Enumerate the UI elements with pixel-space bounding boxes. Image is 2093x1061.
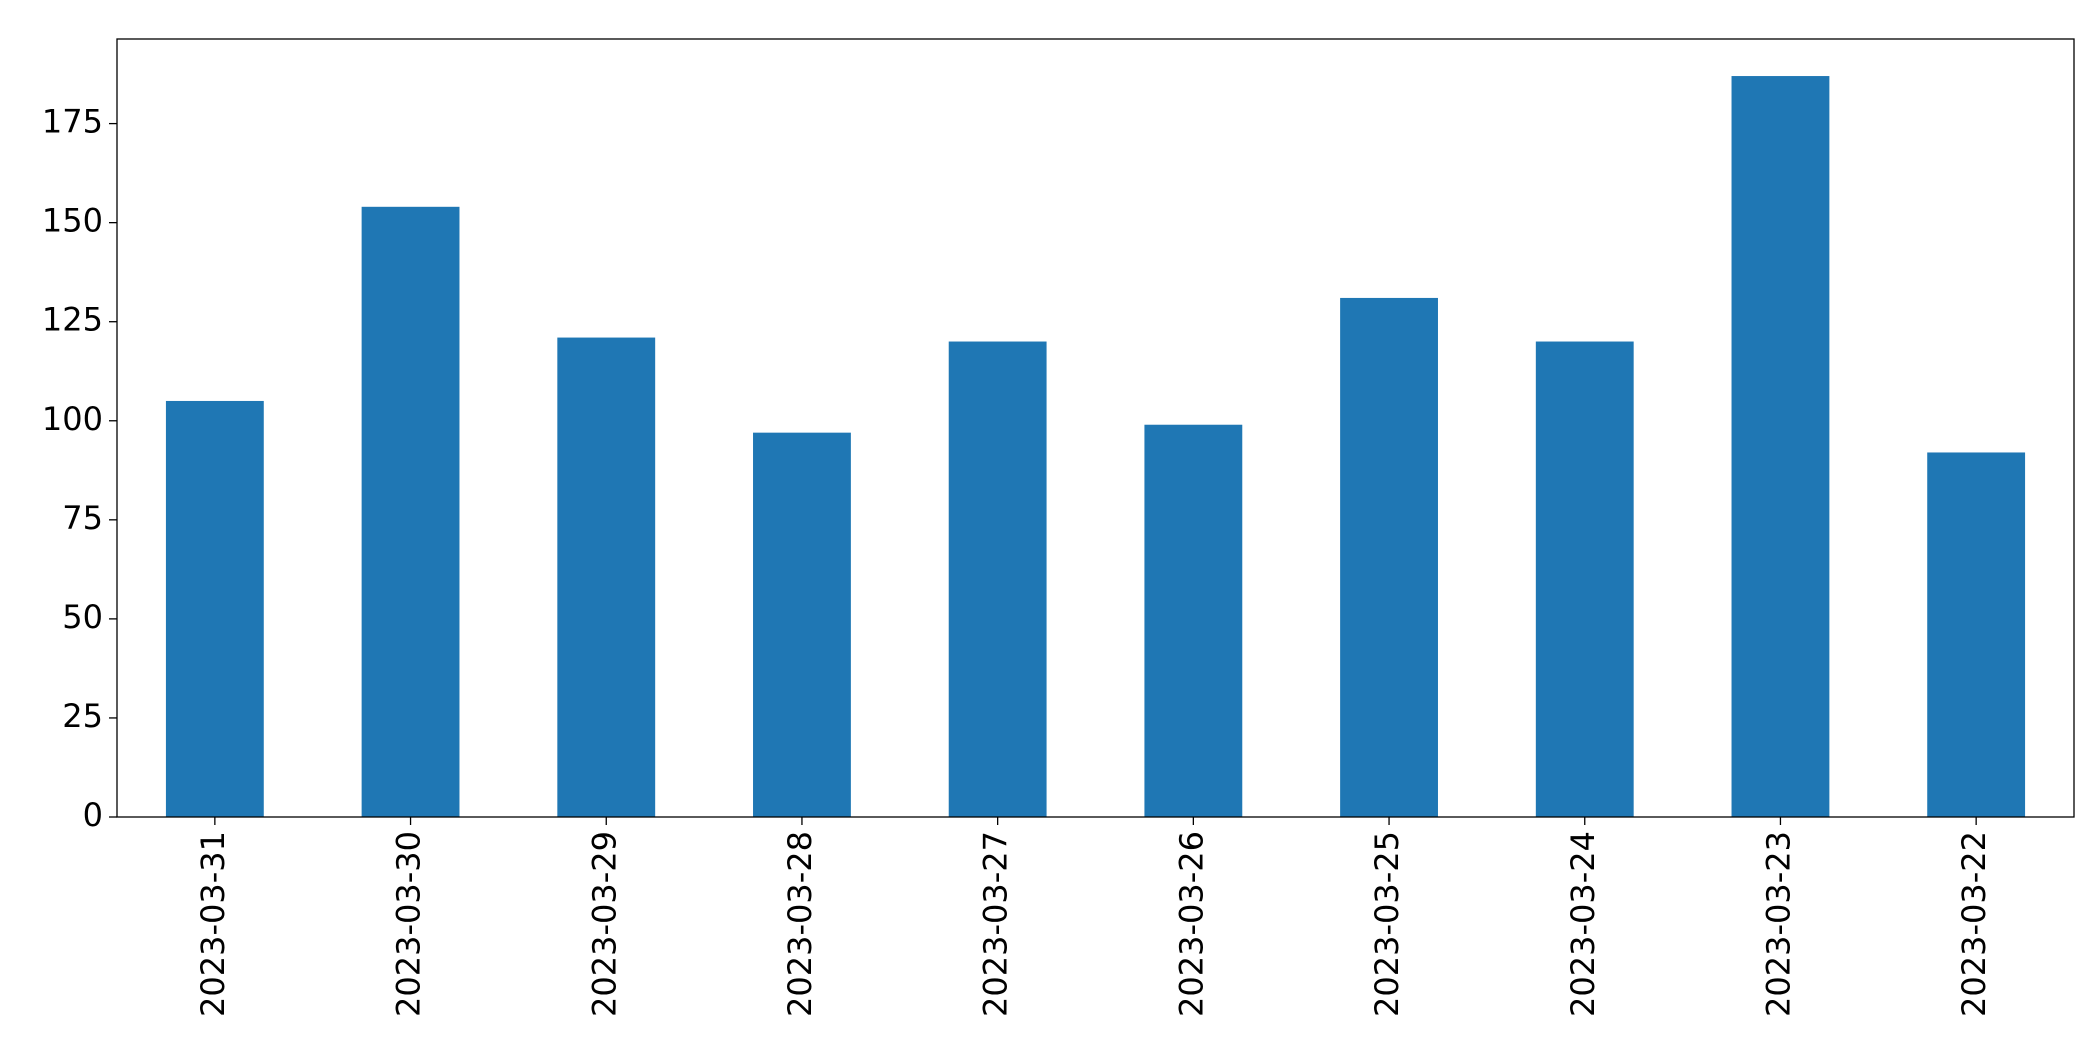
y-tick-label: 100 [42,400,103,438]
bar [753,432,851,817]
x-tick-label: 2023-03-24 [1564,831,1602,1017]
bar [1340,297,1438,817]
y-tick-label: 50 [62,598,103,636]
plot-frame [116,38,2075,818]
y-tick-label: 150 [42,202,103,240]
x-tick-label: 2023-03-28 [781,831,819,1017]
x-tick-label: 2023-03-25 [1368,831,1406,1017]
x-tick-label: 2023-03-23 [1759,831,1797,1017]
bar [361,206,460,817]
bar [165,400,264,817]
bar [1731,76,1830,818]
x-tick-label: 2023-03-30 [390,831,428,1017]
y-tick-label: 75 [62,499,103,537]
bar [1927,452,2026,817]
x-tick-label: 2023-03-22 [1955,831,1993,1017]
x-tick-label: 2023-03-31 [194,831,232,1017]
x-tick-label: 2023-03-26 [1172,831,1210,1017]
x-tick-label: 2023-03-27 [977,831,1015,1017]
x-tick-label: 2023-03-29 [585,831,623,1017]
y-tick-label: 0 [83,796,103,834]
bar [948,341,1047,817]
y-tick-label: 25 [62,697,103,735]
bar [1535,341,1634,817]
bar [557,337,656,817]
y-tick-label: 125 [42,301,103,339]
y-tick-label: 175 [42,103,103,141]
bar [1144,424,1243,817]
